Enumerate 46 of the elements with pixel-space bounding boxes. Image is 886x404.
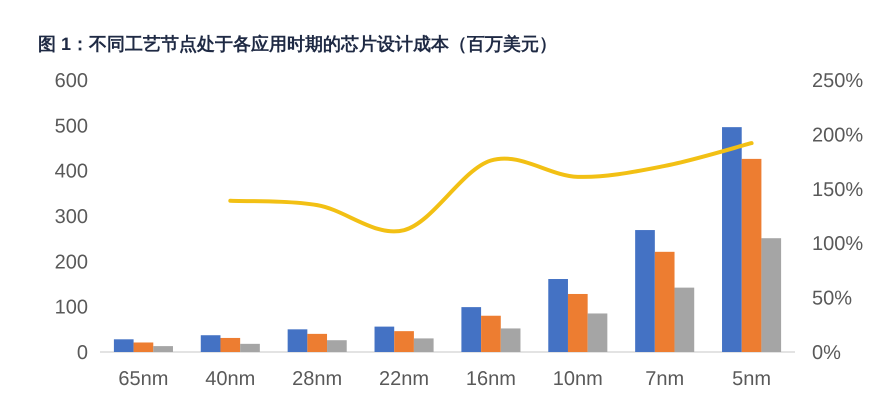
bar xyxy=(761,238,782,352)
bar xyxy=(327,340,347,352)
y-tick-label: 400 xyxy=(54,160,88,183)
x-tick-label: 28nm xyxy=(292,368,342,390)
bar xyxy=(654,252,675,352)
bar xyxy=(548,279,568,352)
bar xyxy=(374,326,394,352)
x-tick-label: 22nm xyxy=(379,368,430,390)
y2-tick-label: 50% xyxy=(812,288,852,310)
y2-tick-label: 200% xyxy=(812,124,864,146)
y-tick-label: 0 xyxy=(76,342,88,364)
bar xyxy=(742,158,762,352)
y-tick-label: 500 xyxy=(54,115,88,138)
bar xyxy=(307,334,328,352)
bar xyxy=(635,230,655,352)
bar xyxy=(153,346,173,352)
x-tick-label: 16nm xyxy=(466,368,516,390)
chart-title: 图 1：不同工艺节点处于各应用时期的芯片设计成本（百万美元） xyxy=(38,34,558,54)
y-tick-label: 600 xyxy=(54,70,88,92)
y2-tick-label: 250% xyxy=(812,70,864,92)
bar xyxy=(722,127,742,352)
y2-tick-label: 100% xyxy=(812,233,864,256)
y-tick-label: 100 xyxy=(54,296,88,319)
y2-tick-label: 150% xyxy=(812,178,864,201)
y-tick-label: 300 xyxy=(54,206,88,228)
bar xyxy=(414,338,434,352)
x-tick-label: 65nm xyxy=(118,368,168,390)
bar xyxy=(568,294,588,352)
bar xyxy=(134,342,154,352)
bar xyxy=(114,339,134,352)
x-tick-label: 10nm xyxy=(552,368,603,390)
x-tick-label: 40nm xyxy=(205,368,256,390)
bar xyxy=(240,344,260,352)
bar xyxy=(394,331,414,352)
bar xyxy=(500,328,520,352)
bar xyxy=(481,316,501,352)
bar xyxy=(220,338,240,352)
bar xyxy=(461,307,482,352)
bar xyxy=(588,313,608,352)
x-tick-label: 5nm xyxy=(732,368,772,390)
y2-tick-label: 0% xyxy=(812,342,842,364)
x-tick-label: 7nm xyxy=(645,368,684,390)
bar xyxy=(674,288,694,352)
bar xyxy=(288,329,308,352)
y-tick-label: 200 xyxy=(54,251,88,274)
bar xyxy=(200,335,220,352)
